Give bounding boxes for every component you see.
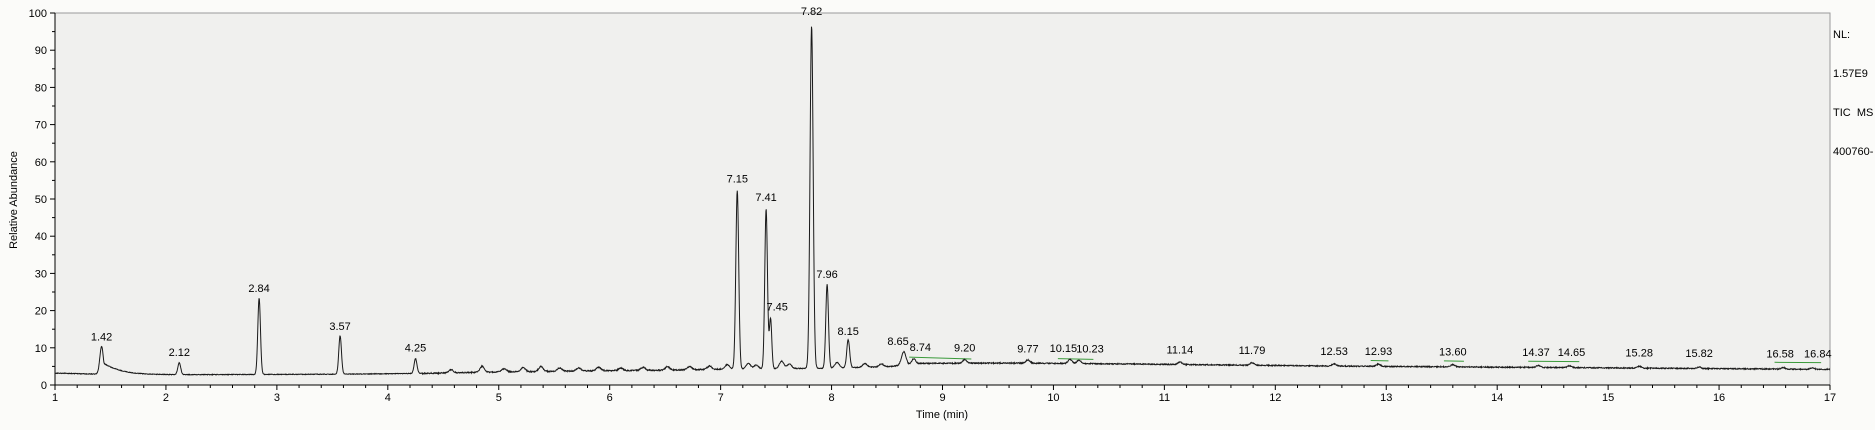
x-tick-label: 8 (829, 392, 835, 404)
peak-label: 14.37 (1522, 347, 1550, 359)
x-tick-label: 7 (718, 392, 724, 404)
x-tick-label: 1 (52, 392, 58, 404)
peak-label: 10.23 (1076, 343, 1104, 355)
x-tick-label: 6 (607, 392, 613, 404)
y-tick-label: 90 (35, 45, 47, 57)
x-tick-label: 11 (1159, 392, 1170, 404)
x-tick-label: 15 (1602, 392, 1614, 404)
x-tick-label: 3 (274, 392, 280, 404)
x-tick-label: 13 (1380, 392, 1392, 404)
y-tick-label: 10 (35, 343, 47, 355)
y-tick-label: 70 (35, 120, 47, 132)
peak-label: 2.84 (248, 283, 269, 295)
x-axis-title: Time (min) (915, 409, 969, 421)
peak-label: 7.96 (816, 269, 837, 281)
y-tick-label: 100 (29, 8, 47, 20)
peak-label: 3.57 (329, 321, 350, 333)
x-tick-label: 16 (1713, 392, 1725, 404)
peak-label: 11.79 (1239, 345, 1266, 357)
y-tick-label: 0 (41, 380, 47, 392)
annotation-nl-label: NL: (1833, 29, 1851, 41)
peak-label: 7.15 (727, 173, 748, 185)
scale-annotation: NL: 1.57E9 TIC MS 400760- (1833, 3, 1873, 185)
x-tick-label: 5 (496, 392, 502, 404)
peak-label: 1.42 (91, 331, 112, 343)
peak-label: 11.14 (1167, 344, 1194, 356)
peak-label: 4.25 (405, 343, 426, 355)
peak-label: 9.20 (954, 343, 975, 355)
peak-label: 9.77 (1017, 343, 1038, 355)
y-tick-label: 50 (35, 194, 47, 206)
peak-label: 8.65 (887, 336, 908, 348)
peak-label: 7.41 (755, 192, 776, 204)
x-tick-label: 10 (1047, 392, 1059, 404)
tic-trace (55, 26, 1830, 376)
y-tick-label: 30 (35, 268, 47, 280)
peak-label: 13.60 (1439, 347, 1467, 359)
peak-label: 7.82 (801, 6, 822, 18)
peak-label: 16.58 (1766, 349, 1794, 361)
y-tick-label: 40 (35, 231, 47, 243)
annotation-sample-name: 400760- (1833, 146, 1874, 158)
peak-label: 7.45 (766, 302, 787, 314)
peak-label: 2.12 (169, 347, 190, 359)
annotation-trace-type: TIC MS (1833, 107, 1874, 119)
peak-leader-line (909, 356, 972, 360)
y-tick-label: 80 (35, 82, 47, 94)
annotation-nl-value: 1.57E9 (1833, 68, 1868, 80)
peak-label: 12.93 (1365, 346, 1393, 358)
peak-label: 14.65 (1558, 347, 1586, 359)
x-tick-label: 14 (1491, 392, 1503, 404)
peak-label: 15.28 (1625, 348, 1653, 360)
x-tick-label: 4 (385, 392, 391, 404)
y-axis-title: Relative Abundance (8, 151, 20, 249)
x-tick-label: 2 (163, 392, 169, 404)
peak-leader-line (1057, 358, 1094, 360)
y-tick-label: 60 (35, 157, 47, 169)
x-tick-label: 17 (1824, 392, 1836, 404)
peak-label: 8.74 (910, 342, 931, 354)
peak-label: 15.82 (1685, 348, 1713, 360)
peak-label: 12.53 (1320, 346, 1348, 358)
peak-label: 10.15 (1050, 343, 1078, 355)
peak-label: 16.84 (1804, 349, 1832, 361)
peak-label: 8.15 (837, 326, 858, 338)
plot-area[interactable] (54, 12, 1831, 386)
x-tick-label: 12 (1269, 392, 1281, 404)
y-tick-label: 20 (35, 306, 47, 318)
x-tick-label: 9 (939, 392, 945, 404)
